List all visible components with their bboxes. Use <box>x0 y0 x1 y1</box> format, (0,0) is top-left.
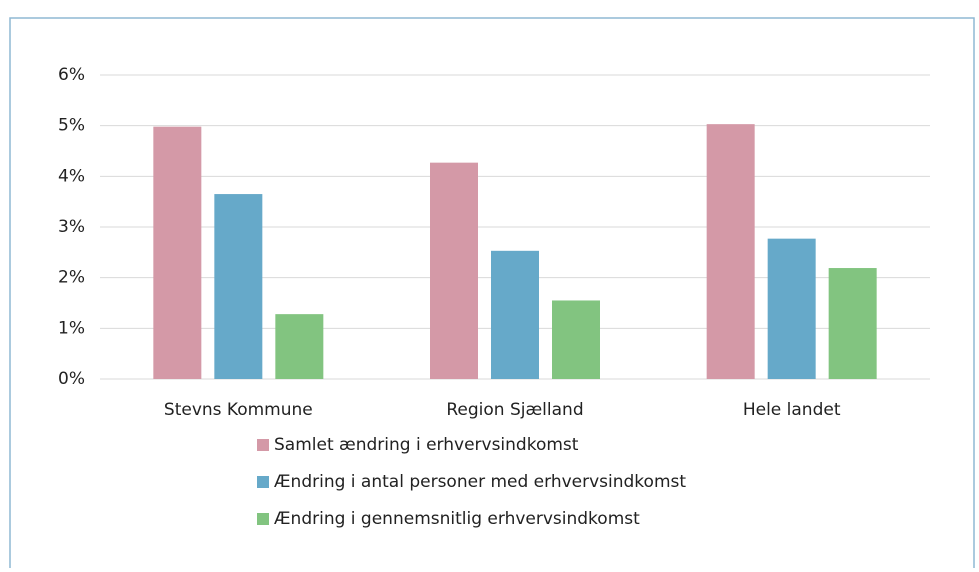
x-tick-label: Region Sjælland <box>446 400 583 420</box>
legend-swatch <box>257 513 269 525</box>
bar <box>275 314 324 379</box>
y-tick-label: 3% <box>58 217 85 237</box>
bar <box>491 250 539 379</box>
legend-label: Ændring i antal personer med erhvervsind… <box>274 472 686 492</box>
y-tick-label: 2% <box>58 268 85 288</box>
y-tick-label: 6% <box>58 65 85 85</box>
legend-swatch <box>257 439 269 451</box>
legend-label: Samlet ændring i erhvervsindkomst <box>274 435 579 455</box>
bar <box>706 124 755 379</box>
y-tick-label: 0% <box>58 369 85 389</box>
legend-label: Ændring i gennemsnitlig erhvervsindkomst <box>274 509 640 529</box>
bar <box>828 268 877 379</box>
bar <box>767 238 816 379</box>
x-tick-label: Stevns Kommune <box>164 400 313 420</box>
bar <box>430 162 478 379</box>
bar <box>153 126 202 380</box>
bar <box>214 194 263 379</box>
legend-swatch <box>257 476 269 488</box>
bar <box>552 300 600 379</box>
y-tick-label: 4% <box>58 166 85 186</box>
x-tick-label: Hele landet <box>743 400 841 420</box>
y-tick-label: 5% <box>58 116 85 136</box>
y-tick-label: 1% <box>58 318 85 338</box>
